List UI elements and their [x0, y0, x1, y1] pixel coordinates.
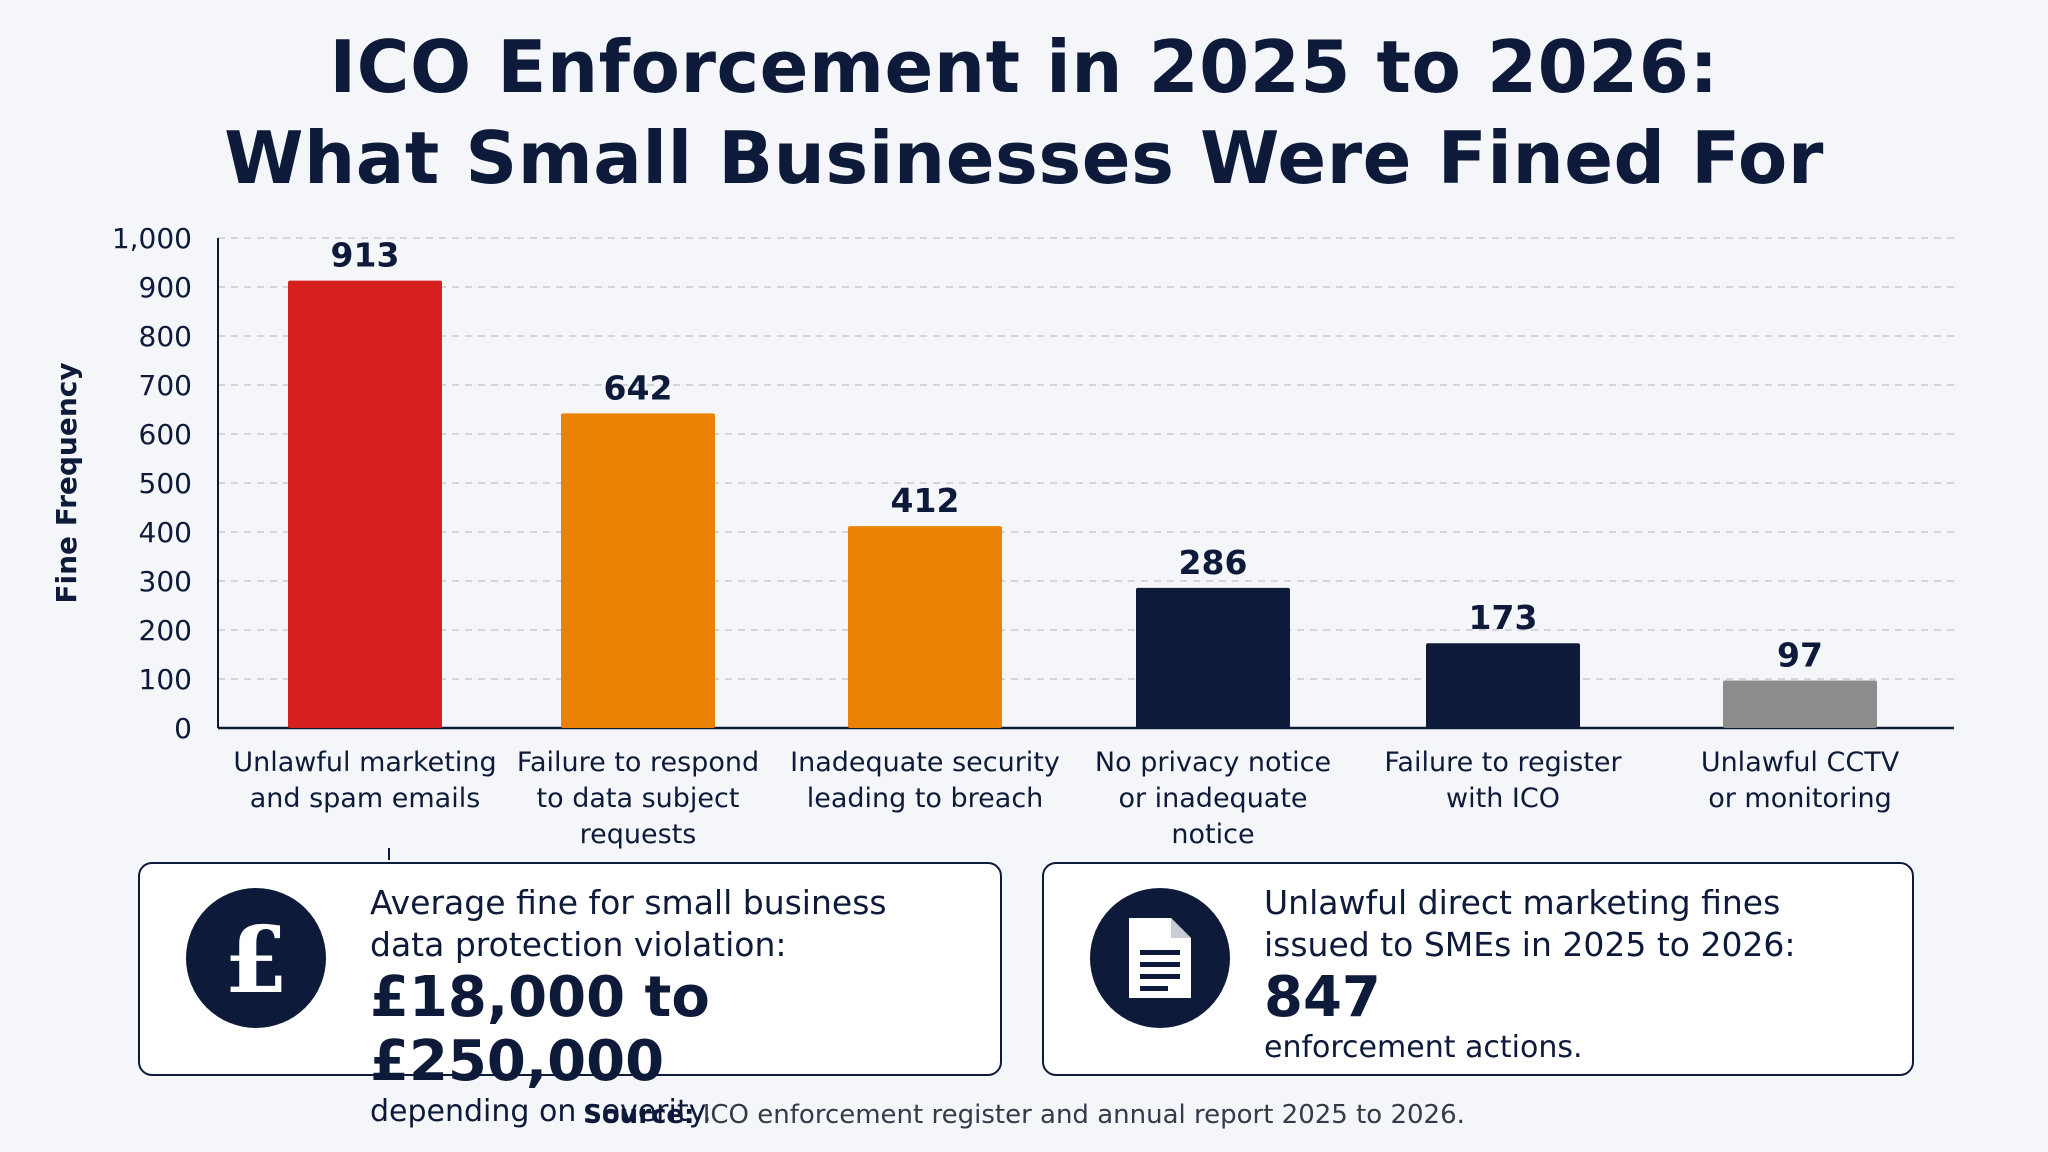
y-tick-label: 500 [139, 467, 192, 500]
x-category-label: Failure to register [1384, 747, 1622, 778]
y-tick-label: 600 [139, 418, 192, 451]
y-tick-label: 300 [139, 565, 192, 598]
decorative-tick [388, 848, 390, 860]
chart-title: ICO Enforcement in 2025 to 2026: What Sm… [0, 22, 2048, 204]
average-fine-caption-line2: data protection violation: [370, 925, 787, 964]
x-category-label: No privacy notice [1095, 747, 1331, 778]
source-label: Source: [583, 1100, 695, 1130]
x-category-label: and spam emails [250, 783, 481, 814]
x-category-label: or inadequate [1118, 783, 1307, 814]
average-fine-text: Average fine for small business data pro… [370, 882, 980, 1130]
bar-value-label: 412 [891, 481, 960, 520]
x-category-label: requests [580, 819, 697, 850]
bar-value-label: 173 [1469, 598, 1538, 637]
bar [1136, 587, 1290, 728]
bar-value-label: 642 [604, 368, 673, 407]
y-tick-label: 700 [139, 369, 192, 402]
y-tick-label: 800 [139, 320, 192, 353]
x-category-label: Unlawful CCTV [1701, 747, 1900, 778]
average-fine-value: £18,000 to £250,000 [370, 965, 710, 1094]
document-icon [1090, 888, 1230, 1028]
bar-value-label: 97 [1777, 635, 1823, 674]
marketing-fines-card: Unlawful direct marketing fines issued t… [1042, 862, 1914, 1076]
x-category-label: to data subject [537, 783, 740, 814]
chart-title-line2: What Small Businesses Were Fined For [224, 116, 1824, 200]
marketing-fines-caption-line2: issued to SMEs in 2025 to 2026: [1264, 925, 1796, 964]
x-category-label: Failure to respond [517, 747, 759, 778]
bar [1426, 643, 1580, 728]
bar [848, 526, 1002, 728]
y-tick-label: 100 [139, 663, 192, 696]
x-category-label: Inadequate security [790, 747, 1060, 778]
x-category-label: or monitoring [1708, 783, 1892, 814]
x-category-label: Unlawful marketing [233, 747, 496, 778]
bar [561, 413, 715, 728]
bar-value-label: 913 [331, 236, 400, 275]
y-tick-label: 1,000 [112, 222, 192, 255]
y-axis-label: Fine Frequency [50, 362, 83, 603]
bar [1723, 680, 1877, 728]
y-tick-label: 200 [139, 614, 192, 647]
marketing-fines-caption-line1: Unlawful direct marketing fines [1264, 883, 1781, 922]
x-category-label: leading to breach [807, 783, 1044, 814]
x-category-label: with ICO [1446, 783, 1560, 814]
average-fine-caption-line1: Average fine for small business [370, 883, 887, 922]
bar-chart: 0 100 200 300 400 500 600 700 800 900 1,000 Fine Fr… [50, 222, 1954, 850]
source-text: ICO enforcement register and annual repo… [694, 1100, 1465, 1130]
y-tick-label: 400 [139, 516, 192, 549]
marketing-fines-text: Unlawful direct marketing fines issued t… [1264, 882, 1892, 1066]
average-fine-card: £ Average fine for small business data p… [138, 862, 1002, 1129]
source-note: Source: ICO enforcement register and ann… [0, 1100, 2048, 1130]
bar-value-label: 286 [1179, 543, 1248, 582]
pound-sterling-icon: £ [186, 888, 326, 1028]
x-category-label: notice [1171, 819, 1254, 850]
average-fine-footnote: depending on severity. [370, 1094, 712, 1129]
bar [288, 280, 442, 728]
marketing-fines-value: 847 [1264, 965, 1381, 1030]
y-tick-label: 0 [174, 712, 192, 745]
y-tick-label: 900 [139, 271, 192, 304]
chart-title-line1: ICO Enforcement in 2025 to 2026: [329, 25, 1719, 109]
marketing-fines-footnote: enforcement actions. [1264, 1030, 1583, 1065]
